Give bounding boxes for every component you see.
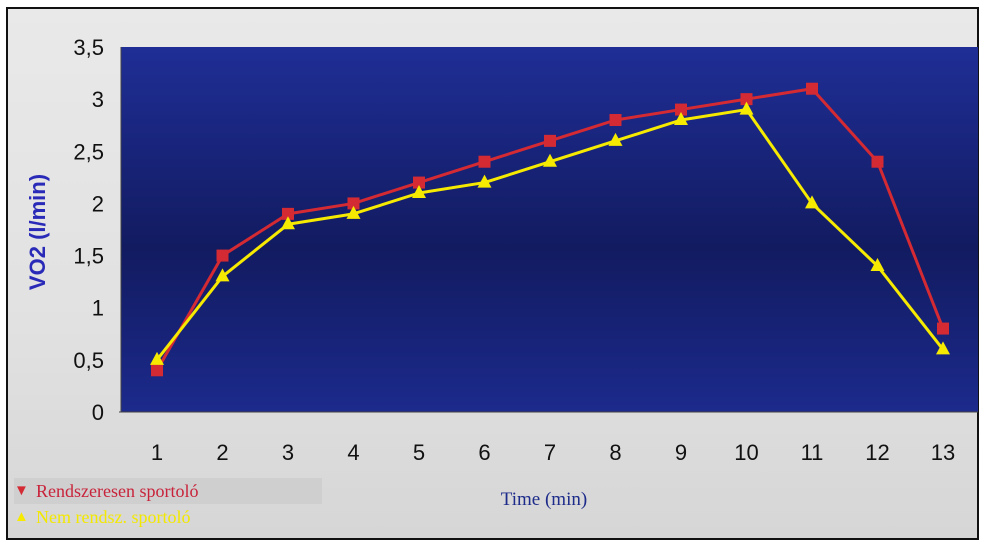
x-tick-label: 3 <box>282 440 294 465</box>
x-tick-label: 13 <box>931 440 955 465</box>
series-2-point <box>346 205 361 219</box>
series-1-point <box>347 197 360 210</box>
series-1-point <box>544 134 556 147</box>
series-1-point <box>937 322 949 335</box>
series-2-point <box>608 132 623 146</box>
y-tick-label: 3 <box>92 87 104 112</box>
series-1-point <box>151 364 163 377</box>
y-tick-label: 3,5 <box>73 35 104 60</box>
series-2-point <box>870 258 885 271</box>
x-tick-label: 7 <box>544 440 556 465</box>
series-2-point <box>543 153 557 167</box>
x-tick-label: 9 <box>675 440 687 465</box>
x-tick-label: 6 <box>478 440 490 465</box>
series-1-point <box>413 176 425 189</box>
x-tick-label: 8 <box>609 440 621 465</box>
y-tick-label: 1 <box>92 296 104 321</box>
y-tick-label: 2 <box>92 191 104 216</box>
y-tick-label: 2,5 <box>73 139 104 164</box>
x-tick-label: 12 <box>865 440 889 465</box>
series-1-point <box>740 93 753 106</box>
x-tick-label: 1 <box>151 440 163 465</box>
series-1-point <box>282 207 294 220</box>
legend: ▼ Rendszeresen sportoló ▲ Nem rendsz. sp… <box>14 478 322 530</box>
x-tick-label: 5 <box>413 440 425 465</box>
y-axis-title: VO2 (l/min) <box>25 174 50 290</box>
legend-item-series-1: ▼ Rendszeresen sportoló <box>14 478 322 504</box>
y-tick-label: 1,5 <box>73 244 104 269</box>
x-tick-label: 10 <box>734 440 758 465</box>
series-2-point <box>281 216 295 230</box>
y-tick-label: 0 <box>92 400 104 425</box>
series-1-point <box>609 114 622 126</box>
x-tick-label: 11 <box>801 440 824 465</box>
x-tick-label: 2 <box>216 440 228 465</box>
series-2-point <box>477 174 492 188</box>
legend-item-series-2: ▲ Nem rendsz. sportoló <box>14 504 322 530</box>
series-2-point <box>215 268 230 282</box>
series-2-point <box>412 185 426 198</box>
legend-label: Nem rendsz. sportoló <box>36 507 191 527</box>
series-1-point <box>216 249 229 262</box>
series-2-point <box>674 112 688 125</box>
plot-area <box>121 47 978 412</box>
legend-label: Rendszeresen sportoló <box>36 481 199 501</box>
series-2-point <box>150 351 164 365</box>
x-axis-title: Time (min) <box>501 489 587 510</box>
x-tick-label: 4 <box>347 440 359 465</box>
legend-up-triangle-icon: ▲ <box>14 509 29 525</box>
series-1-point <box>871 155 884 168</box>
y-tick-label: 0,5 <box>73 348 104 373</box>
series-2-point <box>805 195 819 209</box>
legend-down-triangle-icon: ▼ <box>14 483 29 499</box>
series-2-point <box>739 101 754 115</box>
series-1-point <box>675 103 687 116</box>
series-2-point <box>936 341 950 355</box>
series-1-point <box>478 155 491 168</box>
series-1-point <box>806 82 818 95</box>
